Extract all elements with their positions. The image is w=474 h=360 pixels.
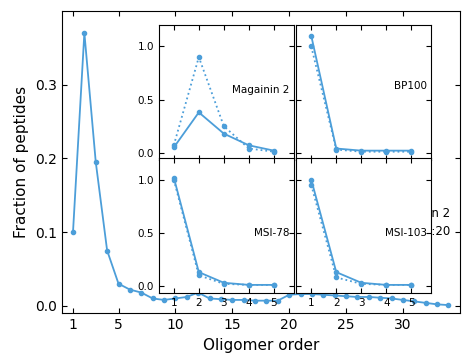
Text: MSI-78: MSI-78 [255,228,290,238]
Text: Magainin 2
P:L = 1:20: Magainin 2 P:L = 1:20 [385,207,450,238]
X-axis label: Oligomer order: Oligomer order [202,338,319,352]
Text: MSI-103: MSI-103 [385,228,427,238]
Text: BP100: BP100 [394,81,427,91]
Y-axis label: Fraction of peptides: Fraction of peptides [14,86,29,238]
Text: Magainin 2: Magainin 2 [232,85,290,95]
